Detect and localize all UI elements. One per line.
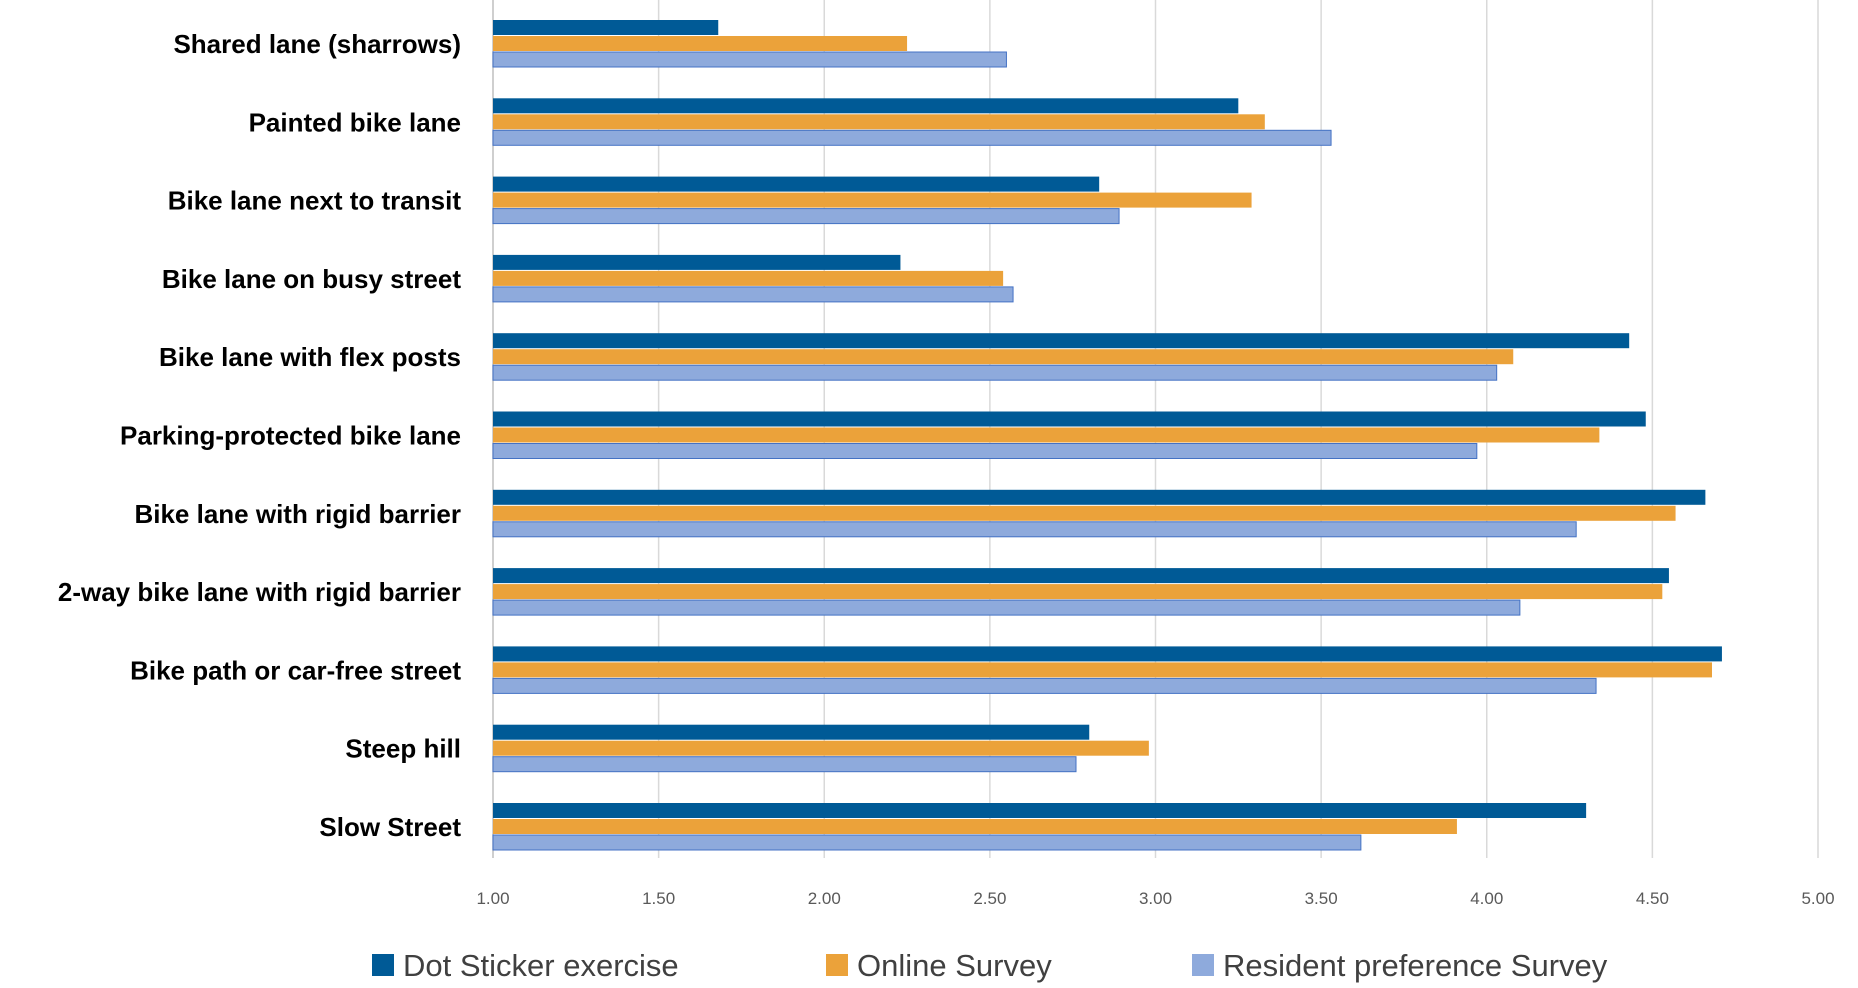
bar-2-category-5: [493, 349, 1514, 365]
category-label-5: Bike lane with flex posts: [159, 342, 461, 372]
legend-item-2: Online Survey: [826, 948, 1052, 983]
legend-swatch-1: [372, 954, 394, 976]
bar-3-category-9: [492, 677, 1597, 694]
bar-1-category-6: [493, 411, 1646, 427]
bar-1-category-1: [493, 20, 719, 35]
x-axis-tick-labels: 1.00 1.50 2.00 2.50 3.00 3.50 4.00 4.50 5.00: [476, 889, 1834, 908]
bar-2-category-6: [493, 427, 1600, 443]
bar-2-category-7: [493, 505, 1676, 521]
bar-3-category-2: [492, 129, 1332, 146]
legend-item-3: Resident preference Survey: [1192, 948, 1608, 983]
bars: [492, 20, 1722, 851]
bar-3-category-3: [492, 208, 1120, 225]
bar-3-category-4: [492, 286, 1014, 303]
bar-1-category-4: [493, 254, 901, 270]
legend-item-1: Dot Sticker exercise: [372, 948, 679, 983]
category-label-3: Bike lane next to transit: [168, 186, 462, 216]
bar-2-category-2: [493, 114, 1265, 130]
legend-swatch-3: [1192, 954, 1214, 976]
bar-3-category-6: [492, 443, 1478, 459]
category-label-11: Slow Street: [319, 812, 461, 842]
bar-1-category-2: [493, 98, 1239, 114]
category-label-6: Parking-protected bike lane: [120, 421, 461, 451]
bar-2-category-1: [493, 36, 908, 51]
category-label-7: Bike lane with rigid barrier: [134, 499, 461, 529]
category-label-1: Shared lane (sharrows): [173, 29, 461, 59]
bar-3-category-5: [492, 364, 1498, 381]
bar-2-category-4: [493, 270, 1004, 286]
bar-3-category-8: [492, 599, 1521, 616]
bar-2-category-3: [493, 192, 1252, 208]
x-tick-label-5.00: 5.00: [1801, 889, 1834, 908]
category-label-8: 2-way bike lane with rigid barrier: [58, 577, 461, 607]
bar-2-category-10: [493, 740, 1149, 756]
bar-2-category-9: [493, 662, 1712, 678]
bar-1-category-10: [493, 724, 1090, 740]
bar-3-category-1: [492, 51, 1007, 68]
legend-label-1: Dot Sticker exercise: [403, 948, 679, 983]
x-tick-label-1.00: 1.00: [476, 889, 509, 908]
category-label-2: Painted bike lane: [249, 107, 461, 137]
bar-2-category-11: [493, 819, 1457, 834]
x-tick-label-2.00: 2.00: [808, 889, 841, 908]
category-label-9: Bike path or car-free street: [130, 655, 461, 685]
bar-1-category-5: [493, 333, 1630, 349]
x-tick-label-3.50: 3.50: [1305, 889, 1338, 908]
bar-1-category-8: [493, 568, 1669, 584]
bar-3-category-11: [492, 834, 1362, 851]
x-tick-label-4.50: 4.50: [1636, 889, 1669, 908]
bar-1-category-11: [493, 803, 1587, 818]
category-label-4: Bike lane on busy street: [162, 264, 461, 294]
x-tick-label-2.50: 2.50: [973, 889, 1006, 908]
legend-label-2: Online Survey: [857, 948, 1052, 983]
x-tick-label-1.50: 1.50: [642, 889, 675, 908]
legend-label-3: Resident preference Survey: [1223, 948, 1608, 983]
bar-3-category-7: [492, 521, 1577, 538]
legend: Dot Sticker exercise Online Survey Residen…: [372, 948, 1608, 983]
bar-1-category-9: [493, 646, 1722, 662]
category-labels: Shared lane (sharrows) Painted bike lane B…: [58, 29, 461, 842]
category-label-10: Steep hill: [345, 734, 461, 764]
bar-1-category-7: [493, 489, 1706, 505]
bar-3-category-10: [492, 756, 1077, 773]
x-tick-label-4.00: 4.00: [1470, 889, 1503, 908]
bar-1-category-3: [493, 176, 1100, 192]
legend-swatch-2: [826, 954, 848, 976]
x-tick-label-3.00: 3.00: [1139, 889, 1172, 908]
bar-2-category-8: [493, 584, 1663, 600]
